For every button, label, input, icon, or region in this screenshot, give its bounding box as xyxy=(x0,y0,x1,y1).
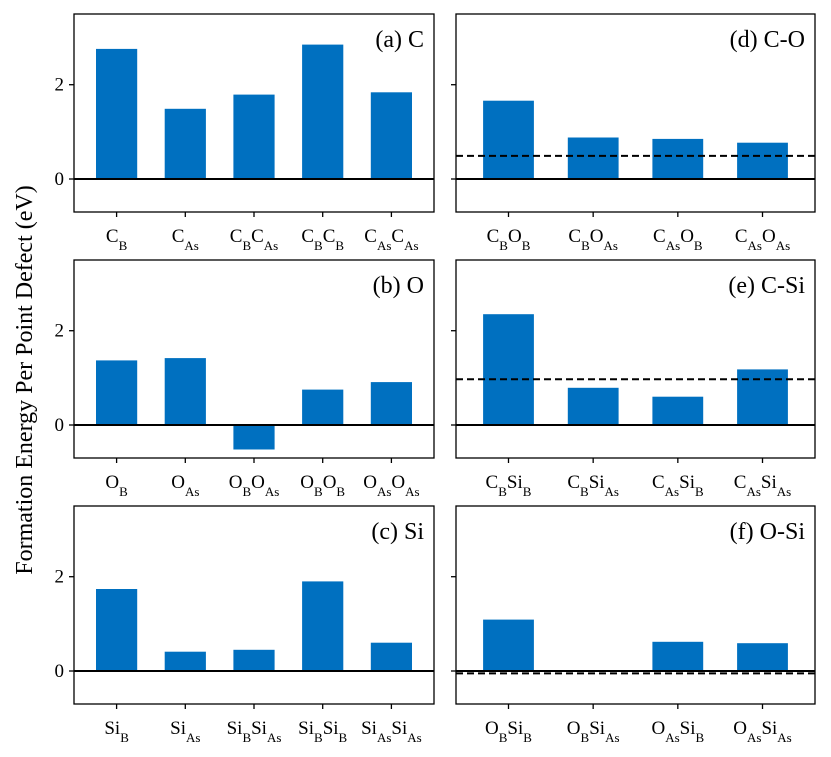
panel-label: (f) O-Si xyxy=(730,519,806,545)
x-tick-label: SiAsSiAs xyxy=(361,718,422,745)
bar xyxy=(737,369,788,425)
panel-label: (a) C xyxy=(375,27,424,53)
bar xyxy=(233,649,275,671)
x-tick-label: OBOB xyxy=(300,472,345,499)
x-tick-label: CBOB xyxy=(487,226,531,253)
x-tick-label: OAsSiAs xyxy=(733,718,792,745)
panel: CBOB CBOAs CAsOB CAsOAs (d) C-O xyxy=(451,13,816,253)
bar xyxy=(652,396,704,425)
panel-frame xyxy=(455,259,816,459)
bar xyxy=(567,387,619,425)
panel: OBSiB OBSiAs OAsSiB OAsSiAs (f) O-Si xyxy=(451,505,816,745)
bar xyxy=(483,100,534,179)
panel-frame xyxy=(455,13,816,213)
panel-label: (b) O xyxy=(373,273,424,299)
bar xyxy=(164,651,206,671)
bar xyxy=(164,358,206,425)
panel-frame xyxy=(455,505,816,705)
x-tick-label: CAsOAs xyxy=(735,226,790,253)
panel-label: (e) C-Si xyxy=(728,273,805,299)
bar xyxy=(483,314,534,425)
bar xyxy=(302,389,344,425)
bar xyxy=(483,619,534,671)
x-tick-label: SiBSiB xyxy=(298,718,347,745)
x-tick-label: SiBSiAs xyxy=(227,718,282,745)
x-tick-label: CAsSiAs xyxy=(734,472,791,499)
bar xyxy=(370,92,412,179)
bar xyxy=(233,94,275,179)
x-tick-label: OB xyxy=(105,472,128,499)
bar xyxy=(96,360,138,425)
x-tick-label: CAsOB xyxy=(653,226,703,253)
x-tick-label: CBOAs xyxy=(568,226,618,253)
bar xyxy=(370,642,412,671)
y-tick-label: 2 xyxy=(55,75,65,96)
bar xyxy=(370,382,412,425)
y-axis-label: Formation Energy Per Point Defect (eV) xyxy=(12,185,38,574)
bar xyxy=(96,589,138,671)
x-tick-label: OAsSiB xyxy=(651,718,704,745)
bar xyxy=(96,48,138,180)
panel-label: (c) Si xyxy=(371,519,424,545)
y-tick-label: 0 xyxy=(55,661,65,682)
x-tick-label: OAsOAs xyxy=(363,472,419,499)
x-tick-label: CBSiB xyxy=(486,472,532,499)
x-tick-label: CAs xyxy=(172,226,199,253)
y-tick-label: 2 xyxy=(55,321,65,342)
bar xyxy=(233,425,275,450)
x-tick-label: OBSiAs xyxy=(567,718,620,745)
x-tick-label: CAsSiB xyxy=(652,472,704,499)
bar xyxy=(737,643,788,671)
bar xyxy=(652,138,704,179)
bar xyxy=(302,581,344,671)
x-tick-label: OBOAs xyxy=(229,472,280,499)
y-tick-label: 0 xyxy=(55,169,65,190)
x-tick-label: OBSiB xyxy=(485,718,532,745)
y-tick-label: 2 xyxy=(55,567,65,588)
x-tick-label: CB xyxy=(106,226,128,253)
bar xyxy=(302,44,344,179)
x-tick-label: CBSiAs xyxy=(567,472,619,499)
x-tick-label: OAs xyxy=(171,472,199,499)
y-tick-label: 0 xyxy=(55,415,65,436)
bar xyxy=(652,641,704,671)
x-tick-label: SiAs xyxy=(170,718,200,745)
x-tick-label: CBCB xyxy=(301,226,344,253)
x-tick-label: CBCAs xyxy=(230,226,279,253)
x-tick-label: SiB xyxy=(104,718,129,745)
bar xyxy=(164,108,206,179)
x-tick-label: CAsCAs xyxy=(364,226,418,253)
panel-label: (d) C-O xyxy=(730,27,805,53)
bar xyxy=(567,137,619,179)
bar xyxy=(737,142,788,179)
panel: CBSiB CBSiAs CAsSiB CAsSiAs (e) C-Si xyxy=(451,259,816,499)
